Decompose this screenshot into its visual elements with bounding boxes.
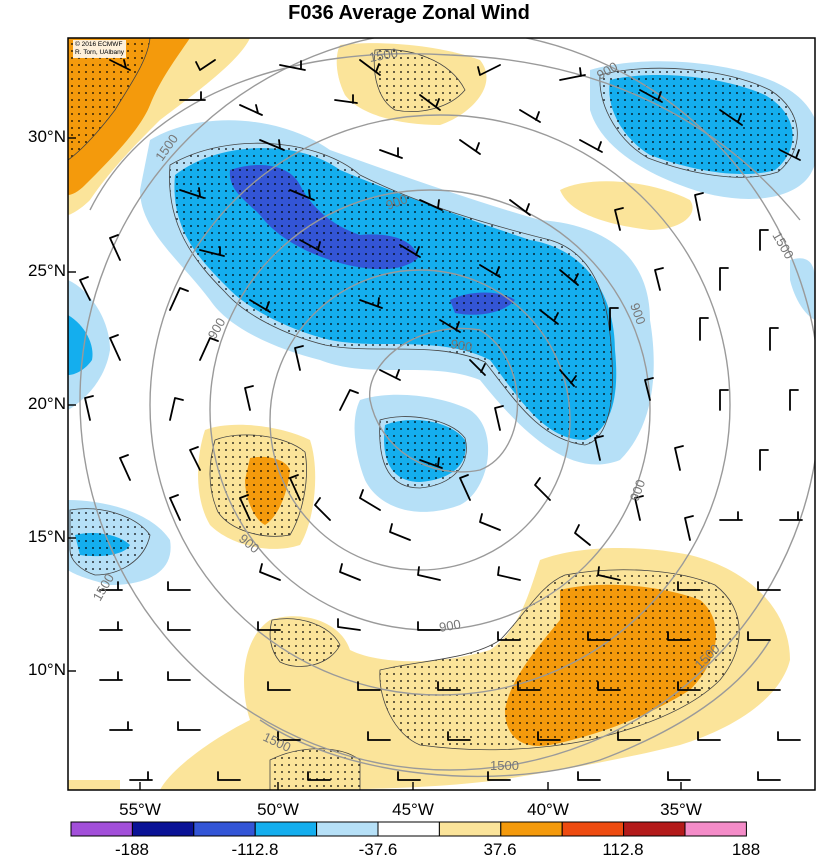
colorbar-label: -37.6 bbox=[358, 840, 398, 859]
stippling bbox=[68, 38, 798, 790]
contour-label: 900 bbox=[627, 478, 649, 504]
lat-ticks bbox=[68, 137, 76, 672]
lon-label-45: 45°W bbox=[392, 800, 434, 819]
colorbar-swatch bbox=[377, 821, 440, 837]
contour-label: 900 bbox=[627, 301, 649, 327]
colorbar-swatch bbox=[316, 821, 379, 837]
contour-label: 900 bbox=[438, 616, 462, 635]
lon-label-35: 35°W bbox=[660, 800, 702, 819]
colorbar-swatch bbox=[623, 821, 686, 837]
lon-label-40: 40°W bbox=[527, 800, 569, 819]
colorbar-swatch bbox=[131, 821, 195, 837]
contour-label: 900 bbox=[384, 191, 410, 213]
lon-label-50: 50°W bbox=[257, 800, 299, 819]
lat-label-10: 10°N bbox=[28, 660, 66, 679]
colorbar-swatch bbox=[438, 821, 502, 837]
lat-label-15: 15°N bbox=[28, 527, 66, 546]
credit-line-1: © 2016 ECMWF bbox=[75, 41, 123, 48]
colorbar-label: 112.8 bbox=[602, 840, 644, 859]
colorbar-swatch bbox=[500, 821, 563, 837]
colorbar-label: -112.8 bbox=[231, 840, 279, 859]
colorbar-swatch bbox=[254, 821, 318, 837]
colorbar-swatch bbox=[561, 821, 625, 837]
colorbar bbox=[70, 821, 747, 837]
contour-label: 900 bbox=[449, 336, 473, 355]
contour-label: 1500 bbox=[368, 45, 399, 65]
lat-label-25: 25°N bbox=[28, 261, 66, 280]
lat-label-30: 30°N bbox=[28, 127, 66, 146]
colorbar-swatch bbox=[193, 821, 256, 837]
plot-frame bbox=[67, 37, 816, 791]
credit-box: © 2016 ECMWF R. Torn, UAlbany bbox=[73, 40, 127, 58]
colorbar-label: 37.6 bbox=[483, 840, 517, 859]
lon-label-55: 55°W bbox=[119, 800, 161, 819]
map-title: F036 Average Zonal Wind bbox=[288, 2, 530, 24]
lon-ticks bbox=[139, 782, 682, 790]
colorbar-swatch bbox=[684, 821, 747, 837]
wind-barbs bbox=[79, 59, 803, 781]
lat-label-20: 20°N bbox=[28, 394, 66, 413]
colorbar-label: -188 bbox=[114, 840, 150, 859]
contour-label: 1500 bbox=[490, 758, 519, 773]
colorbar-swatch bbox=[70, 821, 133, 837]
credit-line-2: R. Torn, UAlbany bbox=[75, 49, 125, 56]
colorbar-label: 188 bbox=[731, 840, 761, 859]
